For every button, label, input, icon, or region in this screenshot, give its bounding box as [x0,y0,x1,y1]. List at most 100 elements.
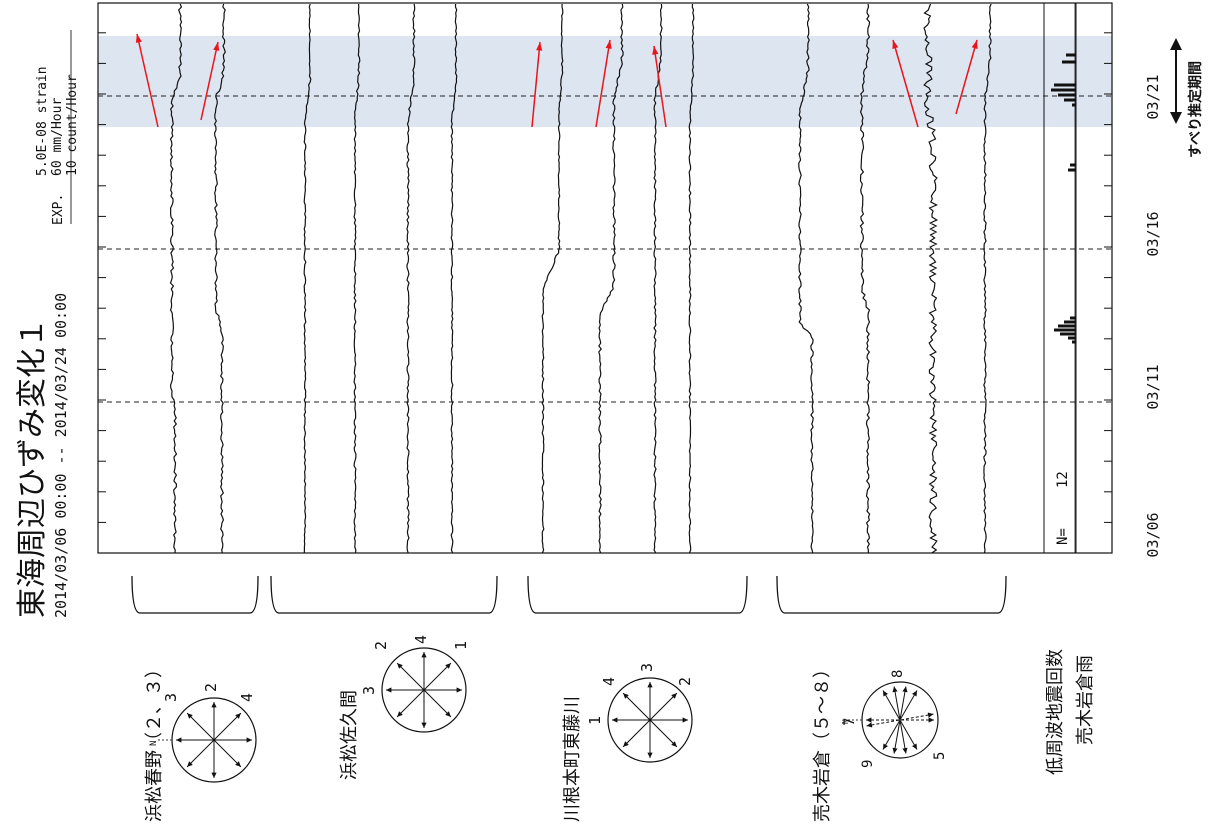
rose-arrow-head [187,761,193,767]
strain-trace-1 [169,3,183,554]
rose-arrow-head [235,761,241,767]
tick-label-0321: 03/21 [1144,74,1162,119]
strain-trace-8 [598,3,624,554]
slip-arrow [955,39,978,115]
slip-arrow-head [135,34,142,43]
strain-trace-3 [303,3,312,554]
rose-label-3: 3 [638,663,656,672]
group-label-sakuma: 浜松佐久間 [339,690,360,780]
strain-trace-13 [923,3,939,554]
rose-arrow-head [928,717,934,723]
rose-label-3: 3 [162,693,180,702]
rose-label-5: 5 [932,752,948,760]
slip-arrow [892,39,919,128]
bracket-group-1 [131,575,259,614]
rose-axis [396,662,452,718]
lf-count-value: 12 [1055,471,1071,488]
rose-arrow-head [902,686,908,693]
rose-label-7: 7 [842,718,858,726]
rose-arrow-head [421,722,427,728]
rose-label-2: 2 [372,641,390,650]
slip-arrow-head [536,42,543,51]
rose-arrow-head [892,686,898,693]
rose-urugi: 8 7 9 5 N [841,670,948,768]
rose-arrow-head [866,722,873,728]
strain-trace-14 [983,3,992,554]
rose-arrows-urugi [866,686,934,754]
exp-count: 10 count/Hour [65,74,80,176]
strain-trace-12 [859,3,871,554]
slip-period-arrow [1170,38,1182,124]
rose-arrow-head [456,687,462,693]
rose-arrow-head [671,741,677,747]
rose-arrow-head [892,747,898,754]
rose-label-4: 4 [600,677,618,686]
strain-trace-7 [541,3,564,554]
bracket-group-2 [270,575,498,614]
group-label-harunno: 浜松春野（２、３） [144,660,165,822]
rose-label-1: 1 [452,641,470,650]
rose-arrow-head [902,747,908,754]
rose-axis [866,713,934,727]
rose-arrow-head [647,752,653,758]
strain-traces [169,3,1076,554]
rose-label-9: 9 [860,760,876,768]
slip-period-shading [98,36,1112,127]
rose-arrow-head [612,717,618,723]
slip-arrow [200,41,219,121]
chart-period: 2014/03/06 00:00 -- 2014/03/24 00:00 [52,293,70,618]
rose-arrow-head [176,737,182,743]
rose-kawane: 4 3 2 1 [586,663,694,763]
slip-arrow-head [213,42,220,51]
slip-arrow-head [605,40,612,49]
rose-arrows-sakuma [386,652,462,728]
rose-arrow-head [211,772,217,778]
plot-area [97,2,1113,554]
bracket-group-3 [527,575,748,614]
tick-label-0311: 03/11 [1144,364,1162,409]
rose-arrow-head [211,702,217,708]
exp-strain: 5.0E-08 strain [35,66,50,176]
slip-period-label: すべり推定期間 [1187,61,1204,158]
rose-arrow-head [647,682,653,688]
rose-arrow-head [246,737,252,743]
chart-title: 東海周辺ひずみ変化１ [15,318,50,618]
rose-harunno: 3 2 4 N [149,683,257,783]
bracket-group-4 [776,575,1007,614]
rose-arrow-head [397,663,403,669]
slip-arrow [531,41,541,128]
rose-arrow-head [912,743,917,750]
rose-label-1: 1 [586,716,604,725]
rose-arrow-head [623,693,629,699]
rose-label-8: 8 [890,670,906,678]
rose-arrow-head [623,741,629,747]
slip-arrow-head [652,46,659,55]
rose-arrows-kawane [612,682,688,758]
lf-count-prefix: N= [1055,528,1071,545]
rose-arrow-head [187,713,193,719]
rose-arrow-head [235,713,241,719]
rose-label-4: 4 [238,693,256,702]
time-ticks [98,32,1112,554]
group-brackets [131,575,1007,614]
rose-label-2: 2 [676,677,694,686]
exp-label: EXP. [51,194,66,225]
rose-arrow-head [883,690,888,697]
rose-axis [882,690,918,750]
strain-trace-5 [406,3,416,554]
group-label-kawane: 川根本町東藤川 [562,696,583,822]
rose-arrow-head [883,743,888,750]
strain-trace-6 [450,3,458,554]
tick-label-0316: 03/16 [1144,211,1162,256]
rose-label-3: 3 [360,686,378,695]
rose-axis [186,712,242,768]
rose-arrow-head [866,717,872,723]
tick-label-0306: 03/06 [1144,512,1162,557]
slip-arrow-head [971,40,978,49]
group-label-urugi: 売木岩倉（５～８） [812,660,833,822]
rose-arrow-head [682,717,688,723]
rose-label-4: 4 [412,635,430,644]
rose-arrow-head [912,690,917,697]
side-label-lf-eq: 低周波地震回数 [1045,649,1066,775]
